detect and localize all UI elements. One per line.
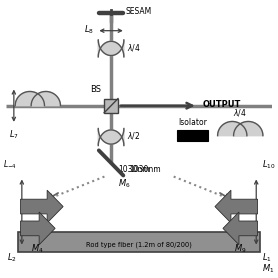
- Polygon shape: [98, 128, 124, 146]
- Text: OUTPUT: OUTPUT: [203, 100, 241, 109]
- Text: $\lambda$/4: $\lambda$/4: [233, 107, 247, 118]
- Text: $\lambda$/2: $\lambda$/2: [127, 130, 140, 141]
- Text: $L_8$: $L_8$: [84, 23, 94, 36]
- Polygon shape: [15, 91, 60, 106]
- Bar: [104, 99, 118, 113]
- Text: Isolator: Isolator: [178, 118, 207, 127]
- Text: $M_4$: $M_4$: [31, 242, 44, 255]
- Text: $L_1$: $L_1$: [262, 252, 271, 264]
- Text: $M_6$: $M_6$: [118, 178, 130, 190]
- Polygon shape: [218, 121, 263, 136]
- Text: $L_2$: $L_2$: [7, 252, 16, 264]
- Text: $L_{10}$: $L_{10}$: [262, 159, 275, 171]
- Text: $M_1$: $M_1$: [262, 262, 274, 275]
- Text: $L_{-4}$: $L_{-4}$: [3, 159, 16, 171]
- Text: BS: BS: [90, 86, 101, 95]
- Bar: [177, 130, 208, 141]
- Polygon shape: [223, 212, 257, 245]
- Text: $M_9$: $M_9$: [234, 242, 247, 255]
- Polygon shape: [215, 190, 257, 223]
- Text: Rod type fiber (1.2m of 80/200): Rod type fiber (1.2m of 80/200): [86, 242, 192, 248]
- Bar: [18, 232, 260, 252]
- Text: 1030nm: 1030nm: [129, 165, 160, 174]
- Polygon shape: [98, 40, 124, 57]
- Polygon shape: [21, 212, 55, 245]
- Text: $L_7$: $L_7$: [9, 129, 19, 141]
- Text: $\lambda$/4: $\lambda$/4: [127, 41, 141, 53]
- Polygon shape: [21, 190, 63, 223]
- Text: 1030nm: 1030nm: [118, 165, 149, 174]
- Text: SESAM: SESAM: [126, 7, 152, 16]
